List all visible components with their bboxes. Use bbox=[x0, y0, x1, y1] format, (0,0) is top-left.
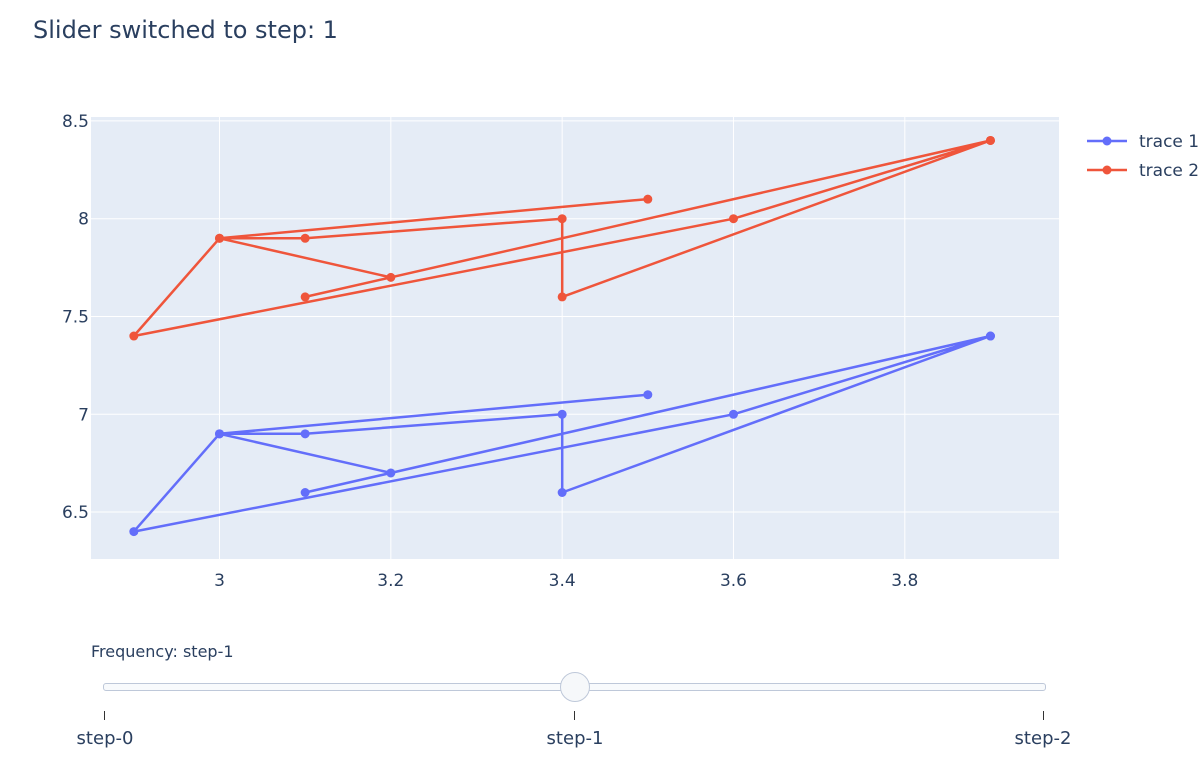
data-point bbox=[643, 194, 653, 204]
y-tick-label: 7.5 bbox=[62, 307, 89, 327]
data-point bbox=[129, 527, 139, 537]
data-point bbox=[557, 488, 567, 498]
y-tick-label: 7 bbox=[78, 405, 89, 425]
slider-step-label-1[interactable]: step-1 bbox=[546, 728, 604, 749]
chart-area: 3 3.2 3.4 3.6 3.8 6.5 7 7.5 8 8.5 trace 1 trace 2 bbox=[62, 112, 1199, 591]
slider-handle[interactable] bbox=[560, 672, 590, 702]
data-point bbox=[557, 214, 567, 224]
x-tick-label: 3.8 bbox=[891, 571, 918, 591]
data-point bbox=[643, 390, 653, 400]
series-line-2 bbox=[132, 139, 992, 338]
data-point bbox=[985, 135, 995, 145]
y-tick-label: 8.5 bbox=[62, 112, 89, 132]
slider-tick-step-0 bbox=[104, 711, 105, 720]
x-tick-label: 3 bbox=[214, 571, 225, 591]
y-tick-label: 6.5 bbox=[62, 503, 89, 523]
legend-marker-1 bbox=[1102, 136, 1112, 146]
x-tick-label: 3.6 bbox=[720, 571, 747, 591]
slider-tick-step-1 bbox=[574, 711, 575, 720]
chart-title: Slider switched to step: 1 bbox=[33, 16, 338, 44]
x-tick-label: 3.2 bbox=[377, 571, 404, 591]
legend-label-2: trace 2 bbox=[1139, 161, 1199, 181]
data-point bbox=[129, 331, 139, 341]
legend-label-1: trace 1 bbox=[1139, 132, 1199, 152]
data-point bbox=[386, 468, 396, 478]
data-point bbox=[557, 409, 567, 419]
data-point bbox=[557, 292, 567, 302]
slider-tick-step-2 bbox=[1043, 711, 1044, 720]
slider-value: step-1 bbox=[182, 642, 234, 661]
slider-step-label-2[interactable]: step-2 bbox=[1014, 728, 1072, 749]
x-tick-label: 3.4 bbox=[549, 571, 576, 591]
data-point bbox=[214, 233, 224, 243]
data-point bbox=[300, 429, 310, 439]
data-point bbox=[728, 409, 738, 419]
data-point bbox=[214, 429, 224, 439]
data-point bbox=[300, 233, 310, 243]
data-point bbox=[300, 488, 310, 498]
plot-background bbox=[91, 117, 1059, 559]
legend-marker-2 bbox=[1102, 165, 1112, 175]
data-point bbox=[386, 272, 396, 282]
data-point bbox=[300, 292, 310, 302]
y-tick-label: 8 bbox=[78, 210, 89, 230]
data-point bbox=[985, 331, 995, 341]
slider-prefix: Frequency: bbox=[91, 642, 183, 661]
slider-current-value: Frequency: step-1 bbox=[91, 642, 234, 661]
data-point bbox=[728, 214, 738, 224]
slider-step-label-0[interactable]: step-0 bbox=[76, 728, 134, 749]
series-line-1 bbox=[132, 334, 992, 533]
